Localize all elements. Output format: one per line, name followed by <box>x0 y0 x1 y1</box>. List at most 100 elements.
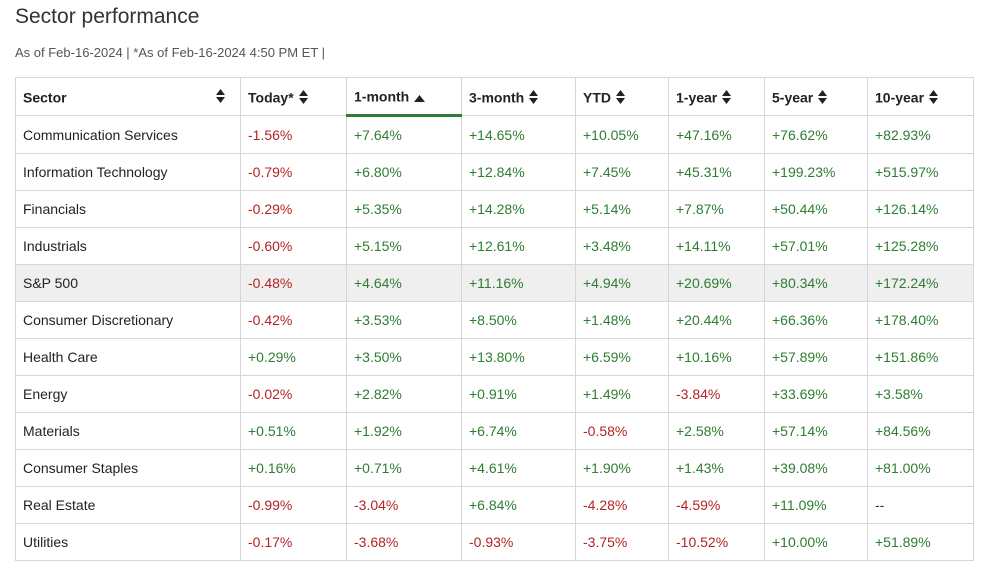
performance-cell-3-month: +12.61% <box>461 227 576 265</box>
table-row: Health Care +0.29% +3.50% +13.80% +6.59% +10.… <box>15 338 974 376</box>
performance-cell-3-month: +14.28% <box>461 190 576 228</box>
performance-cell-ytd: +6.59% <box>575 338 669 376</box>
column-header-1-year[interactable]: 1-year <box>668 77 765 116</box>
page-title: Sector performance <box>15 5 200 28</box>
sort-ascending-icon[interactable] <box>414 89 426 105</box>
performance-cell-today: +0.51% <box>240 412 347 450</box>
performance-cell-10-year: +126.14% <box>867 190 974 228</box>
performance-cell-1-month: +5.35% <box>346 190 462 228</box>
performance-cell-ytd: -4.28% <box>575 486 669 524</box>
sort-both-icon[interactable] <box>818 90 828 105</box>
table-row: Industrials -0.60% +5.15% +12.61% +3.48% +14.… <box>15 227 974 265</box>
table-header-row: Sector Today* 1-month 3-month YTD 1-year 5-yea… <box>15 77 974 117</box>
performance-cell-5-year: +199.23% <box>764 153 868 191</box>
performance-cell-today: -0.79% <box>240 153 347 191</box>
performance-cell-1-month: +1.92% <box>346 412 462 450</box>
performance-cell-1-year: -4.59% <box>668 486 765 524</box>
sort-both-icon[interactable] <box>298 90 308 105</box>
performance-cell-1-month: +0.71% <box>346 449 462 487</box>
performance-cell-3-month: +12.84% <box>461 153 576 191</box>
column-header-ytd[interactable]: YTD <box>575 77 669 116</box>
performance-cell-5-year: +66.36% <box>764 301 868 339</box>
sector-name-cell: S&P 500 <box>15 264 241 302</box>
performance-cell-1-year: +14.11% <box>668 227 765 265</box>
performance-cell-1-month: +5.15% <box>346 227 462 265</box>
sort-both-icon[interactable] <box>722 90 732 105</box>
performance-cell-5-year: +10.00% <box>764 523 868 561</box>
performance-cell-10-year: +515.97% <box>867 153 974 191</box>
performance-cell-3-month: +14.65% <box>461 115 576 154</box>
performance-cell-1-month: +7.64% <box>346 115 462 154</box>
sector-name-cell: Consumer Discretionary <box>15 301 241 339</box>
performance-cell-ytd: -3.75% <box>575 523 669 561</box>
performance-cell-5-year: +11.09% <box>764 486 868 524</box>
performance-cell-today: -0.29% <box>240 190 347 228</box>
sort-both-icon[interactable] <box>616 90 625 105</box>
column-header-1-month[interactable]: 1-month <box>346 77 462 117</box>
performance-cell-1-year: +20.44% <box>668 301 765 339</box>
performance-cell-10-year: +3.58% <box>867 375 974 413</box>
performance-cell-10-year: +84.56% <box>867 412 974 450</box>
performance-cell-1-year: +20.69% <box>668 264 765 302</box>
performance-cell-3-month: +8.50% <box>461 301 576 339</box>
performance-cell-1-month: +3.50% <box>346 338 462 376</box>
performance-cell-1-year: +7.87% <box>668 190 765 228</box>
column-header-label: 1-month <box>354 88 410 105</box>
column-header-label: Sector <box>23 89 67 106</box>
performance-cell-ytd: +3.48% <box>575 227 669 265</box>
column-header-label: 10-year <box>875 89 925 106</box>
performance-cell-1-month: -3.68% <box>346 523 462 561</box>
column-header-label: YTD <box>583 89 611 106</box>
performance-cell-5-year: +80.34% <box>764 264 868 302</box>
performance-cell-3-month: +0.91% <box>461 375 576 413</box>
column-header-label: Today* <box>248 89 294 106</box>
performance-cell-3-month: +6.84% <box>461 486 576 524</box>
column-header-sector[interactable]: Sector <box>15 77 241 116</box>
performance-cell-10-year: +125.28% <box>867 227 974 265</box>
performance-cell-5-year: +57.89% <box>764 338 868 376</box>
as-of-timestamp: As of Feb-16-2024 | *As of Feb-16-2024 4… <box>15 45 326 60</box>
table-row: Information Technology -0.79% +6.80% +12.84… <box>15 153 974 191</box>
performance-cell-10-year: +172.24% <box>867 264 974 302</box>
performance-cell-1-month: +3.53% <box>346 301 462 339</box>
sort-both-icon[interactable] <box>216 89 225 103</box>
column-header-label: 1-year <box>676 89 718 106</box>
performance-cell-1-month: +2.82% <box>346 375 462 413</box>
column-header-3-month[interactable]: 3-month <box>461 77 576 116</box>
performance-cell-3-month: -0.93% <box>461 523 576 561</box>
column-header-today[interactable]: Today* <box>240 77 347 116</box>
performance-cell-today: -0.42% <box>240 301 347 339</box>
sort-both-icon[interactable] <box>529 90 539 105</box>
performance-cell-today: -0.99% <box>240 486 347 524</box>
performance-cell-1-year: +10.16% <box>668 338 765 376</box>
performance-cell-ytd: +10.05% <box>575 115 669 154</box>
performance-cell-today: +0.29% <box>240 338 347 376</box>
sector-name-cell: Consumer Staples <box>15 449 241 487</box>
performance-cell-10-year: +178.40% <box>867 301 974 339</box>
performance-cell-ytd: +1.49% <box>575 375 669 413</box>
performance-cell-ytd: +7.45% <box>575 153 669 191</box>
table-row: Materials +0.51% +1.92% +6.74% -0.58% +2.58% +… <box>15 412 974 450</box>
performance-cell-ytd: +4.94% <box>575 264 669 302</box>
performance-cell-10-year: +151.86% <box>867 338 974 376</box>
column-header-label: 3-month <box>469 89 525 106</box>
performance-cell-today: -0.48% <box>240 264 347 302</box>
performance-cell-5-year: +57.01% <box>764 227 868 265</box>
performance-cell-10-year: +81.00% <box>867 449 974 487</box>
performance-cell-today: +0.16% <box>240 449 347 487</box>
sort-both-icon[interactable] <box>929 90 939 105</box>
performance-cell-1-month: +6.80% <box>346 153 462 191</box>
column-header-5-year[interactable]: 5-year <box>764 77 868 116</box>
table-row: Energy -0.02% +2.82% +0.91% +1.49% -3.84% +33.… <box>15 375 974 413</box>
column-header-10-year[interactable]: 10-year <box>867 77 974 116</box>
table-row: S&P 500 -0.48% +4.64% +11.16% +4.94% +20.69% +… <box>15 264 974 302</box>
performance-cell-5-year: +33.69% <box>764 375 868 413</box>
sector-name-cell: Information Technology <box>15 153 241 191</box>
performance-cell-5-year: +39.08% <box>764 449 868 487</box>
performance-cell-1-month: +4.64% <box>346 264 462 302</box>
performance-cell-1-year: +1.43% <box>668 449 765 487</box>
performance-cell-10-year: +51.89% <box>867 523 974 561</box>
table-row: Real Estate -0.99% -3.04% +6.84% -4.28% -4.59… <box>15 486 974 524</box>
performance-cell-1-month: -3.04% <box>346 486 462 524</box>
sector-name-cell: Utilities <box>15 523 241 561</box>
